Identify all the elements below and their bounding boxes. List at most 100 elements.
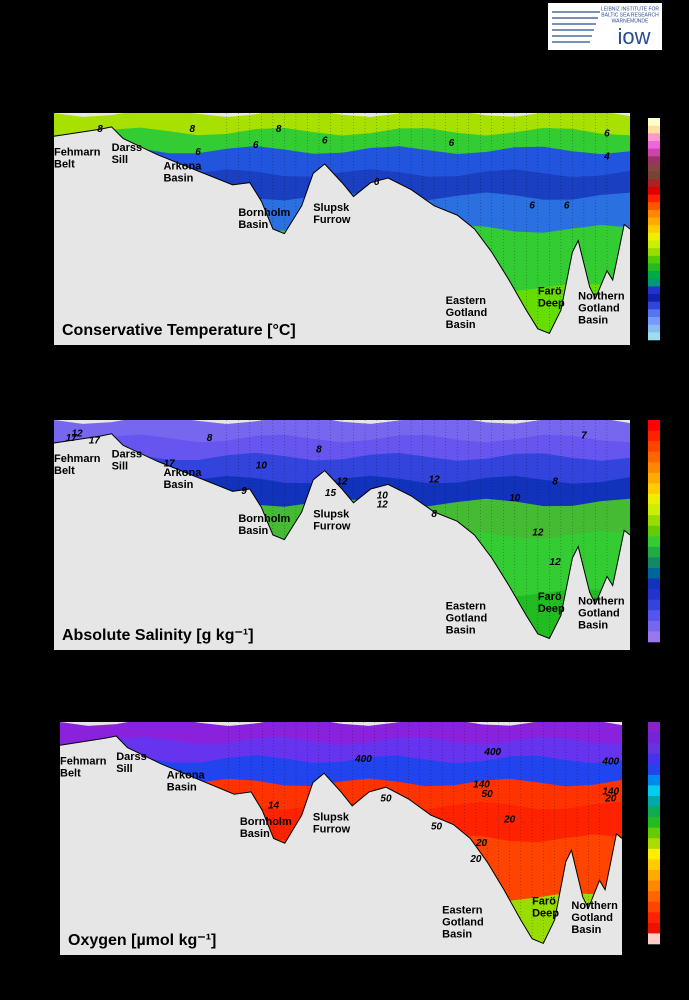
colorbar-swatch — [648, 578, 660, 590]
basin-label-line: Farö — [532, 895, 556, 907]
basin-label-line: Basin — [238, 219, 268, 231]
colorbar-swatch — [648, 922, 660, 934]
colorbar-swatch — [648, 248, 660, 257]
contour-label: 4 — [603, 152, 610, 163]
contour-label: 6 — [195, 147, 201, 158]
colorbar-swatch — [648, 125, 660, 134]
basin-label-line: Gotland — [446, 612, 488, 624]
basin-label-line: Basin — [446, 319, 476, 331]
colorbar-swatch — [648, 217, 660, 226]
basin-label-line: Fehmarn — [60, 756, 107, 768]
water-layer — [60, 722, 622, 747]
contour-label: 50 — [380, 794, 392, 805]
basin-label-line: Slupsk — [313, 811, 350, 823]
basin-label-line: Gotland — [571, 912, 613, 924]
basin-label: Slupsk Furrow — [313, 811, 351, 835]
basin-label-line: Fehmarn — [54, 453, 101, 465]
basin-label: Arkona Basin — [163, 160, 202, 184]
basin-label-line: Northern — [578, 596, 625, 608]
colorbar-swatch — [648, 309, 660, 318]
colorbar-swatch — [648, 848, 660, 860]
basin-label: Darss Sill — [112, 142, 143, 166]
basin-label: Bornholm Basin — [238, 513, 290, 537]
colorbar-swatch — [648, 194, 660, 203]
colorbar-swatch — [648, 430, 660, 442]
basin-label: Bornholm Basin — [240, 816, 292, 840]
colorbar-swatch — [648, 171, 660, 180]
basin-label-line: Bornholm — [238, 513, 290, 525]
contour-label: 10 — [509, 493, 521, 504]
basin-label-line: Slupsk — [313, 202, 350, 214]
contour-label: 8 — [276, 124, 282, 135]
basin-label: Darss Sill — [112, 448, 143, 472]
colorbar-swatch — [648, 589, 660, 600]
logo-text: LEIBNIZ INSTITUTE FOR — [601, 6, 659, 12]
colorbar-swatch — [648, 774, 660, 786]
basin-label-line: Northern — [578, 290, 625, 302]
colorbar-swatch — [648, 525, 660, 537]
contour-label: 12 — [550, 557, 562, 568]
basin-label-line: Gotland — [578, 302, 620, 314]
colorbar-swatch — [648, 494, 660, 505]
colorbar-swatch — [648, 610, 660, 622]
contour-label: 12 — [71, 428, 83, 439]
colorbar-swatch — [648, 462, 660, 474]
colorbar-swatch — [648, 827, 660, 839]
colorbar-swatch — [648, 912, 660, 924]
contour-label: 6 — [604, 129, 610, 140]
panel-title: Oxygen [µmol kg⁻¹] — [68, 932, 216, 949]
colorbar-swatch — [648, 785, 660, 797]
basin-label-line: Bornholm — [238, 207, 290, 219]
logo-lines — [552, 11, 600, 43]
colorbar-swatch — [648, 838, 660, 850]
contour-label: 20 — [475, 838, 488, 849]
water-layer — [60, 736, 622, 766]
colorbar-swatch — [648, 263, 660, 272]
colorbar-swatch — [648, 933, 660, 945]
colorbar-swatch — [648, 148, 660, 157]
basin-label-line: Darss — [112, 142, 143, 154]
colorbar-swatch — [648, 483, 660, 495]
contour-label: 6 — [529, 200, 535, 211]
colorbar-swatch — [648, 620, 660, 632]
basin-label: Eastern Gotland Basin — [446, 295, 488, 331]
colorbar-swatch — [648, 631, 660, 643]
contour-label: 20 — [604, 794, 617, 805]
basin-label: Northern Gotland Basin — [578, 290, 625, 326]
basin-label: Arkona Basin — [167, 769, 206, 793]
contour-label: 20 — [469, 854, 482, 865]
contour-label: 6 — [374, 177, 380, 188]
basin-label: Slupsk Furrow — [313, 202, 351, 226]
water-layer — [54, 420, 630, 445]
basin-label-line: Basin — [240, 828, 270, 840]
contour-label: 12 — [336, 477, 348, 488]
basin-label: Eastern Gotland Basin — [442, 905, 484, 941]
basin-label-line: Gotland — [446, 307, 488, 319]
basin-label-line: Basin — [446, 624, 476, 636]
colorbar-swatch — [648, 286, 660, 295]
water-layer — [54, 127, 630, 157]
contour-label: 8 — [97, 124, 103, 135]
logo-text: BALTIC SEA RESEARCH — [601, 12, 659, 18]
basin-label-line: Basin — [167, 781, 197, 793]
basin-label-line: Furrow — [313, 823, 351, 835]
basin-label-line: Belt — [60, 768, 81, 780]
contour-label: 7 — [581, 431, 587, 442]
basin-label-line: Deep — [538, 298, 565, 310]
basin-label-line: Slupsk — [313, 508, 350, 520]
colorbar-swatch — [648, 870, 660, 881]
colorbar-swatch — [648, 240, 660, 249]
basin-label: Slupsk Furrow — [313, 508, 351, 532]
basin-label-line: Sill — [112, 460, 129, 472]
basin-label-line: Belt — [54, 158, 75, 170]
basin-label-line: Fehmarn — [54, 146, 101, 158]
colorbar-swatch — [648, 294, 660, 303]
contour-label: 10 — [377, 491, 389, 502]
seabed-line — [53, 126, 631, 335]
colorbar-swatch — [648, 472, 660, 484]
basin-label: Farö Deep — [538, 591, 565, 615]
basin-label-line: Basin — [578, 620, 608, 632]
basin-label-line: Basin — [163, 172, 193, 184]
